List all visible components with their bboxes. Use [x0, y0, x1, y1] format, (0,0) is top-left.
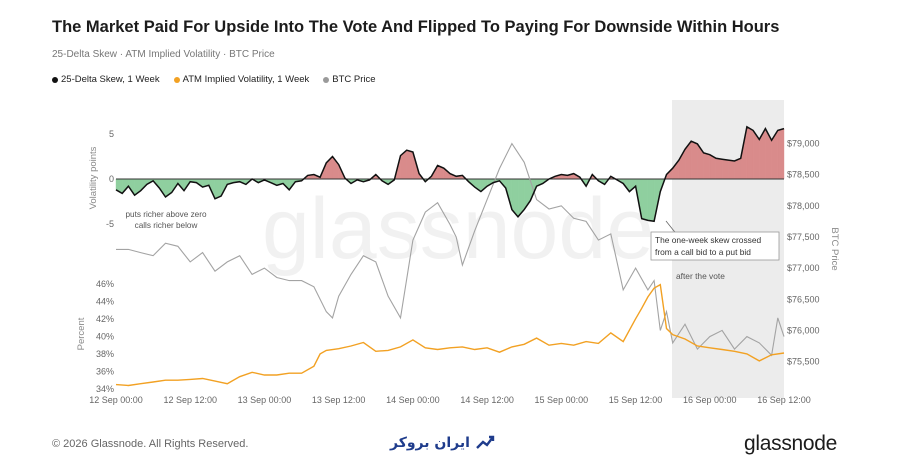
skew-note-line-2: calls richer below: [135, 221, 198, 230]
skew-fill-segment: [703, 152, 710, 180]
btc-axis-label: BTC Price: [829, 227, 840, 270]
x-tick: 14 Sep 12:00: [460, 395, 514, 405]
chart-subtitle: 25-Delta Skew · ATM Implied Volatility ·…: [52, 49, 275, 60]
skew-fill-segment: [721, 158, 729, 180]
legend-swatch-btc: [323, 76, 330, 83]
skew-fill-segment: [159, 178, 166, 198]
skew-fill-segment: [641, 178, 649, 221]
btc-price-line: [116, 142, 785, 357]
x-tick: 16 Sep 00:00: [683, 395, 737, 405]
legend-item-iv[interactable]: ATM Implied Volatility, 1 Week: [173, 74, 310, 85]
crossover-callout-box: [650, 231, 780, 261]
skew-y-tick: 5: [109, 129, 114, 139]
btc-y-tick: $75,500: [787, 357, 820, 367]
legend-item-btc[interactable]: BTC Price: [323, 74, 376, 85]
skew-fill-segment: [715, 158, 723, 180]
x-tick: 12 Sep 12:00: [163, 395, 217, 405]
chart-title: The Market Paid For Upside Into The Vote…: [52, 18, 780, 36]
atm-iv-line: [115, 283, 785, 387]
skew-line: [115, 125, 785, 223]
btc-y-tick: $78,500: [787, 170, 820, 180]
iv-y-axis: 46% 44% 42% 40% 38% 36% 34%: [96, 279, 114, 394]
iv-axis-label: Percent: [76, 317, 87, 350]
x-axis: 12 Sep 00:00 12 Sep 12:00 13 Sep 00:00 13 S…: [89, 395, 811, 405]
x-tick: 13 Sep 12:00: [312, 395, 366, 405]
broker-name: ایران بروکر: [390, 435, 470, 451]
iv-y-tick: 42%: [96, 314, 114, 324]
legend-item-skew[interactable]: 25-Delta Skew, 1 Week: [52, 74, 160, 85]
iv-y-tick: 44%: [96, 296, 114, 306]
skew-fill-segment: [691, 140, 698, 180]
skew-fill-segment: [406, 149, 414, 180]
btc-y-tick: $78,000: [787, 201, 820, 211]
legend-label-btc: BTC Price: [332, 74, 376, 85]
iv-y-tick: 46%: [96, 279, 114, 289]
legend-swatch-skew: [52, 76, 58, 83]
crossover-callout-line-1: The one-week skew crossed: [655, 235, 761, 245]
chart-trend-icon: [476, 435, 495, 449]
btc-y-tick: $77,500: [787, 232, 820, 242]
broker-badge: ایران بروکر: [390, 432, 496, 454]
btc-y-tick: $79,000: [787, 139, 820, 149]
legend: 25-Delta Skew, 1 Week ATM Implied Volati…: [52, 74, 376, 85]
iv-y-tick: 40%: [96, 331, 114, 341]
btc-y-tick: $77,000: [787, 263, 820, 273]
skew-fill-segment: [728, 159, 735, 180]
legend-swatch-iv: [173, 76, 180, 83]
btc-y-tick: $76,500: [787, 294, 820, 304]
watermark: glassnode: [262, 181, 654, 277]
after-vote-label: after the vote: [676, 271, 725, 281]
skew-axis-label: Volatility points: [88, 146, 99, 209]
legend-label-iv: ATM Implied Volatility, 1 Week: [182, 74, 310, 85]
x-tick: 16 Sep 12:00: [757, 395, 811, 405]
x-tick: 12 Sep 00:00: [89, 395, 143, 405]
skew-y-axis: 5 0 -5: [106, 129, 114, 229]
x-tick: 15 Sep 00:00: [535, 395, 589, 405]
x-tick: 15 Sep 12:00: [609, 395, 663, 405]
x-tick: 14 Sep 00:00: [386, 395, 440, 405]
btc-y-axis: $79,000 $78,500 $78,000 $77,500 $77,000 $76,5…: [787, 139, 820, 367]
btc-y-tick: $76,000: [787, 325, 820, 335]
skew-note-line-1: puts richer above zero: [125, 210, 206, 219]
skew-y-tick: 0: [109, 174, 114, 184]
x-tick: 13 Sep 00:00: [238, 395, 292, 405]
glassnode-logo: glassnode: [744, 432, 838, 455]
skew-fill-segment: [746, 126, 754, 180]
skew-fill-segment: [777, 128, 785, 180]
iv-y-tick: 34%: [96, 384, 114, 394]
iv-y-tick: 36%: [96, 366, 114, 376]
copyright: © 2026 Glassnode. All Rights Reserved.: [52, 438, 249, 450]
crossover-callout-line-2: from a call bid to a put bid: [655, 247, 751, 257]
skew-y-tick: -5: [106, 219, 114, 229]
skew-fill-segment: [647, 178, 655, 222]
legend-label-skew: 25-Delta Skew, 1 Week: [61, 74, 160, 85]
iv-y-tick: 38%: [96, 349, 114, 359]
